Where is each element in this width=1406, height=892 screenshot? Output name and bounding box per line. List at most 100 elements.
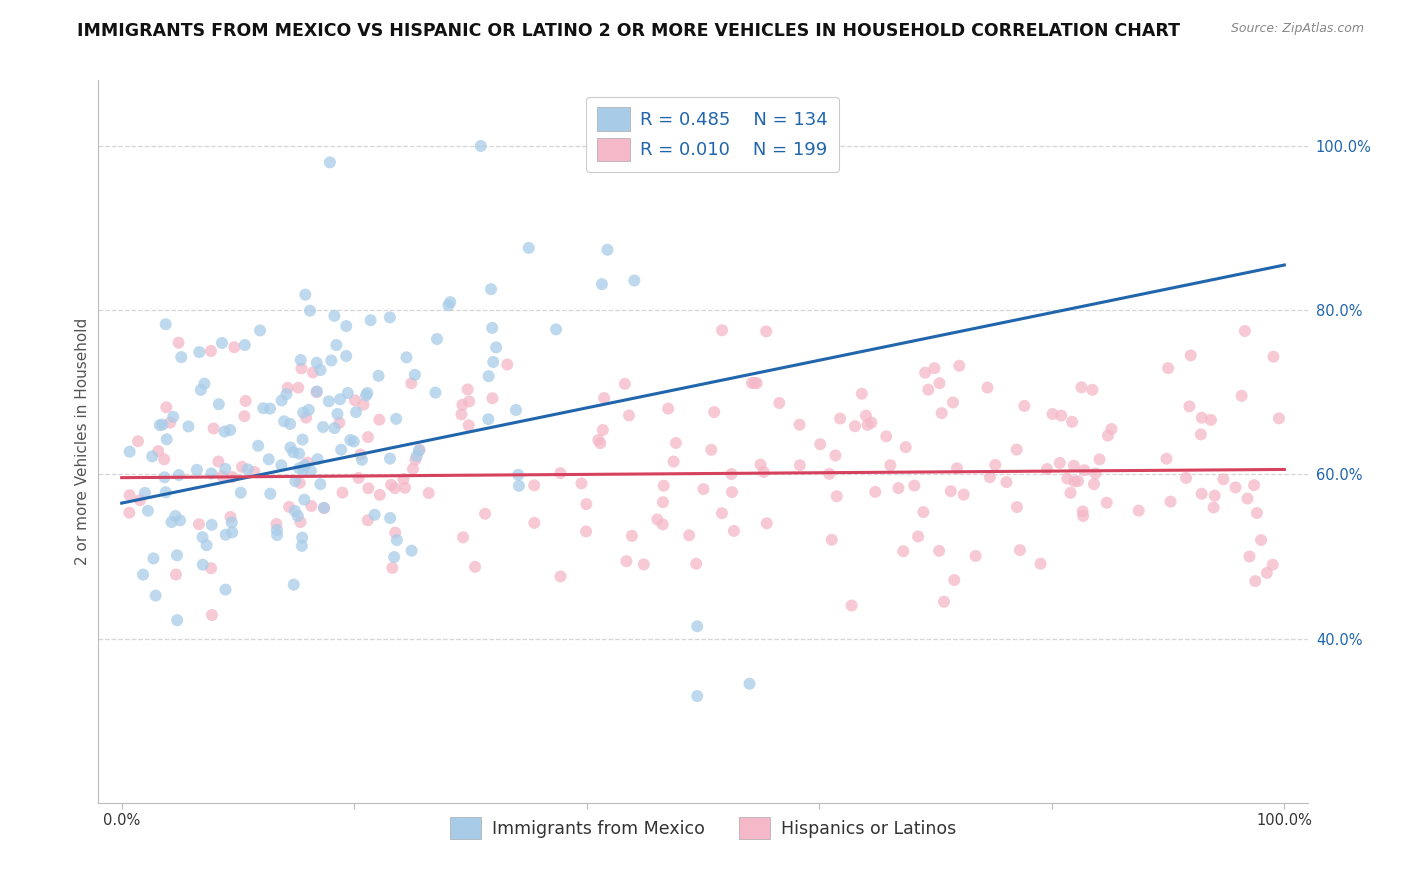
Point [291, 531, 314, 545]
Point [297, 456, 319, 470]
Point [976, 380, 998, 394]
Point [153, 470, 176, 484]
Point [1202, 500, 1225, 515]
Point [550, 569, 572, 583]
Point [482, 355, 505, 369]
Point [118, 506, 141, 520]
Point [1160, 494, 1182, 508]
Point [477, 412, 499, 426]
Point [1070, 380, 1092, 394]
Point [686, 689, 709, 703]
Point [657, 401, 679, 416]
Point [363, 508, 385, 522]
Point [903, 478, 925, 492]
Point [939, 484, 962, 499]
Point [1175, 471, 1198, 485]
Point [1244, 574, 1267, 588]
Point [789, 417, 811, 432]
Point [219, 423, 242, 437]
Point [1225, 480, 1247, 494]
Point [1178, 400, 1201, 414]
Point [844, 419, 866, 434]
Point [818, 467, 841, 481]
Point [575, 524, 598, 539]
Point [1191, 410, 1213, 425]
Point [1014, 399, 1036, 413]
Point [219, 510, 242, 524]
Point [808, 437, 831, 451]
Point [134, 486, 156, 500]
Point [457, 418, 479, 433]
Point [523, 516, 546, 530]
Point [485, 340, 508, 354]
Point [188, 345, 211, 359]
Point [952, 487, 974, 501]
Point [851, 386, 873, 401]
Point [404, 368, 426, 382]
Point [160, 515, 183, 529]
Point [450, 408, 472, 422]
Point [914, 366, 936, 380]
Point [368, 413, 391, 427]
Point [294, 287, 316, 301]
Point [335, 349, 357, 363]
Point [392, 472, 415, 486]
Point [202, 421, 225, 435]
Point [1067, 474, 1090, 488]
Point [508, 479, 530, 493]
Point [596, 243, 619, 257]
Point [284, 474, 307, 488]
Point [755, 516, 778, 531]
Point [302, 366, 325, 380]
Point [948, 359, 970, 373]
Point [1071, 504, 1094, 518]
Point [652, 478, 675, 492]
Point [357, 481, 380, 495]
Point [825, 489, 848, 503]
Point [856, 417, 879, 432]
Point [270, 458, 292, 473]
Point [191, 530, 214, 544]
Point [662, 454, 685, 468]
Point [451, 398, 474, 412]
Point [1097, 428, 1119, 442]
Point [214, 582, 236, 597]
Point [299, 499, 322, 513]
Point [943, 573, 966, 587]
Point [129, 493, 152, 508]
Point [686, 619, 709, 633]
Point [305, 385, 328, 400]
Point [290, 361, 312, 376]
Point [155, 485, 177, 500]
Point [298, 303, 321, 318]
Point [215, 527, 238, 541]
Point [153, 452, 176, 467]
Point [932, 595, 955, 609]
Point [357, 430, 380, 444]
Point [865, 484, 887, 499]
Point [711, 323, 734, 337]
Point [458, 394, 481, 409]
Point [288, 447, 311, 461]
Point [211, 335, 233, 350]
Point [457, 383, 479, 397]
Point [118, 488, 141, 502]
Point [703, 405, 725, 419]
Point [508, 467, 530, 482]
Point [1081, 383, 1104, 397]
Point [505, 403, 527, 417]
Legend: Immigrants from Mexico, Hispanics or Latinos: Immigrants from Mexico, Hispanics or Lat… [443, 810, 963, 847]
Point [177, 419, 200, 434]
Point [305, 384, 328, 399]
Point [1157, 361, 1180, 376]
Point [200, 467, 222, 481]
Point [295, 410, 318, 425]
Point [326, 407, 349, 421]
Point [651, 517, 673, 532]
Point [592, 423, 614, 437]
Point [329, 392, 352, 407]
Point [243, 465, 266, 479]
Point [855, 409, 877, 423]
Point [332, 485, 354, 500]
Point [208, 397, 231, 411]
